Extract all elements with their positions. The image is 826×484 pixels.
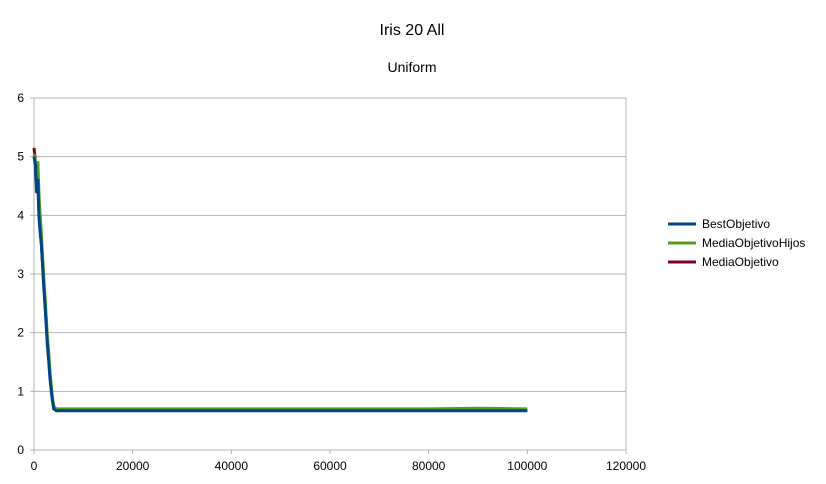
x-tick-label: 120000 [606,459,646,473]
chart-subtitle: Uniform [387,59,436,75]
y-tick-label: 0 [17,443,24,457]
series-line-mediaobjetivohijos [32,153,528,411]
series-line-bestobjetivo [32,156,528,413]
plot-series [32,147,528,413]
x-tick-label: 80000 [412,459,446,473]
x-tick-label: 60000 [313,459,347,473]
axes [30,97,627,454]
gridlines [34,97,626,392]
tick-labels: 0 1 2 3 4 5 6 0 20000 40000 60000 80000 100000 120000 [17,91,646,473]
y-tick-label: 3 [17,267,24,281]
x-tick-label: 100000 [507,459,547,473]
y-tick-label: 4 [17,208,24,222]
x-tick-label: 20000 [116,459,150,473]
series-line-mediaobjetivo [32,147,528,412]
y-tick-label: 5 [17,150,24,164]
legend: BestObjetivo MediaObjetivoHijos MediaObjet… [668,217,805,269]
y-tick-label: 2 [17,326,24,340]
legend-label: MediaObjetivo [702,255,779,269]
chart-title: Iris 20 All [380,22,445,39]
y-tick-label: 6 [17,91,24,105]
x-tick-label: 40000 [215,459,249,473]
x-tick-label: 0 [31,459,38,473]
legend-label: MediaObjetivoHijos [702,236,805,250]
y-tick-label: 1 [17,384,24,398]
legend-label: BestObjetivo [702,217,770,231]
